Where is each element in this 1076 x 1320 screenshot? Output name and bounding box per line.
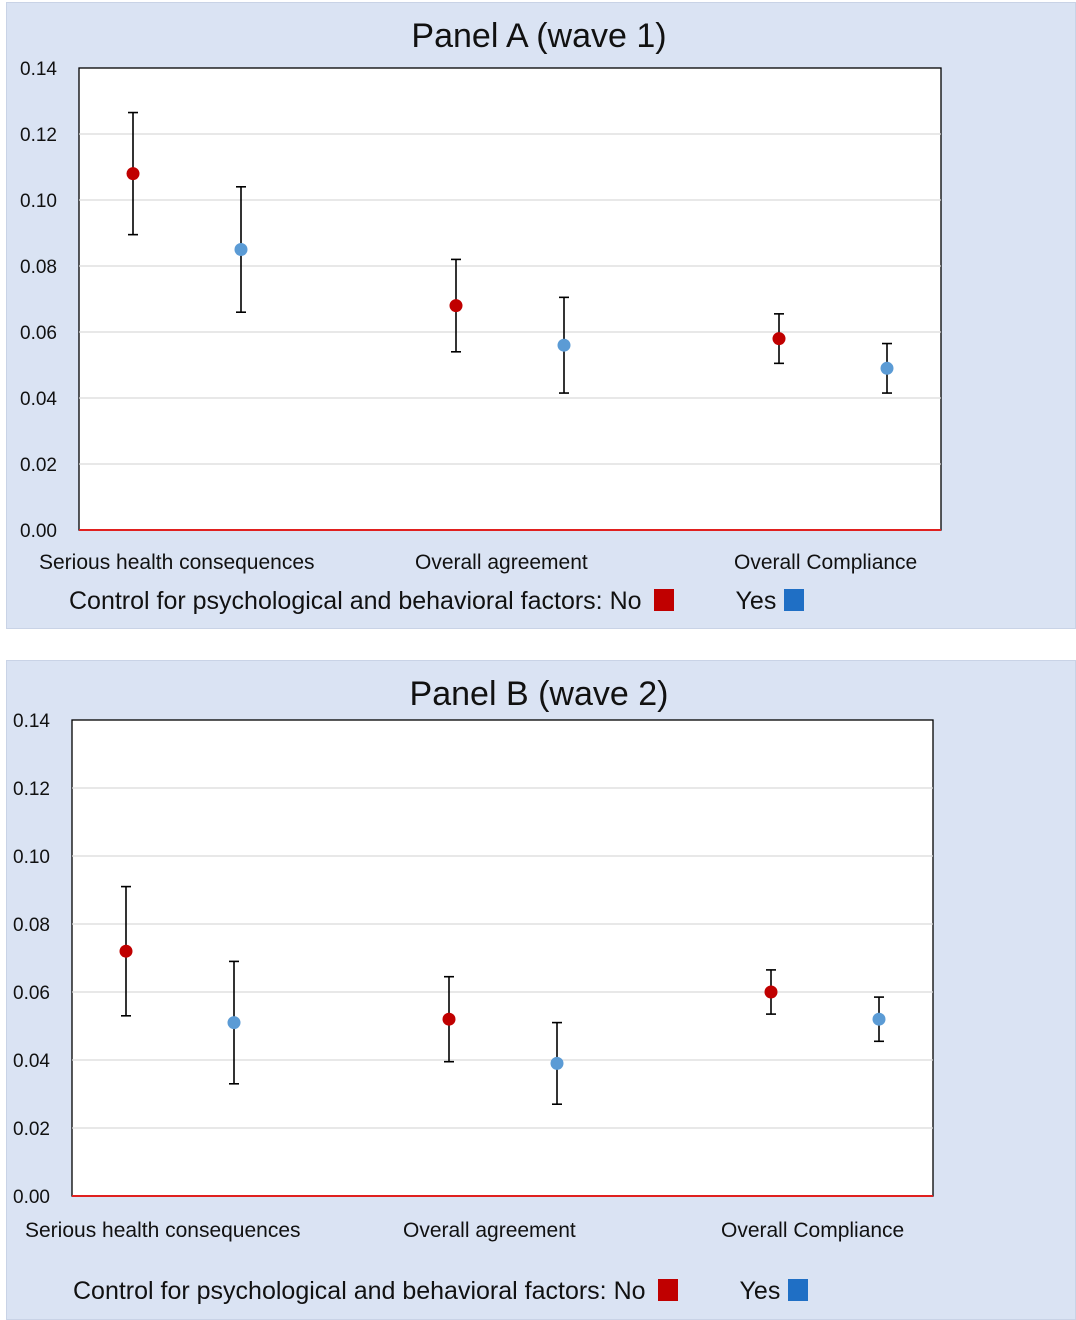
category-label: Overall Compliance: [734, 551, 918, 574]
category-label: Overall Compliance: [721, 1219, 905, 1242]
y-tick-label: 0.00: [13, 1187, 50, 1208]
chart-title: Panel B (wave 2): [409, 675, 669, 713]
y-tick-label: 0.12: [13, 779, 50, 800]
legend-swatch-yes: [788, 1279, 809, 1301]
y-tick-label: 0.14: [13, 711, 50, 732]
y-tick-label: 0.10: [20, 191, 57, 212]
y-tick-label: 0.10: [13, 847, 50, 868]
panel-b: Panel B (wave 2) 0.00 0.02 0.04 0.06 0.08 0.1…: [6, 660, 1076, 1320]
data-point: [557, 338, 571, 352]
data-point: [234, 243, 248, 256]
data-point: [442, 1012, 456, 1026]
category-label: Serious health consequences: [25, 1219, 301, 1242]
data-point: [872, 1012, 886, 1026]
legend: Control for psychological and behavioral…: [69, 587, 805, 616]
y-tick-label: 0.08: [13, 915, 50, 936]
y-tick-label: 0.12: [20, 125, 57, 146]
category-label: Serious health consequences: [39, 551, 315, 574]
legend-swatch-no: [657, 1279, 678, 1301]
y-tick-label: 0.02: [20, 455, 57, 476]
data-point: [227, 1016, 241, 1030]
y-tick-label: 0.06: [13, 983, 50, 1004]
y-tick-label: 0.00: [20, 521, 57, 542]
category-label: Overall agreement: [403, 1219, 576, 1242]
y-tick-label: 0.08: [20, 257, 57, 278]
legend-label-no: Control for psychological and behavioral…: [69, 587, 642, 615]
data-point: [764, 985, 778, 999]
legend-swatch-yes: [784, 589, 805, 611]
legend-label-yes: Yes: [735, 587, 777, 615]
data-point: [126, 167, 140, 181]
data-point: [449, 299, 463, 313]
data-point: [550, 1056, 564, 1070]
legend-label-no: Control for psychological and behavioral…: [73, 1277, 646, 1305]
legend-label-yes: Yes: [739, 1277, 781, 1305]
data-point: [880, 361, 894, 375]
y-tick-label: 0.04: [13, 1051, 50, 1072]
chart-title: Panel A (wave 1): [411, 17, 667, 55]
chart-b-plot: 0.00 0.02 0.04 0.06 0.08 0.10 0.12 0.14: [13, 711, 934, 1208]
y-tick-label: 0.06: [20, 323, 57, 344]
plot-area: [78, 67, 942, 531]
data-point: [119, 944, 133, 958]
y-tick-label: 0.14: [20, 59, 57, 80]
chart-a-plot: 0.00 0.02 0.04 0.06 0.08 0.10 0.12 0.14: [20, 59, 942, 542]
legend-swatch-no: [653, 589, 674, 611]
y-tick-label: 0.04: [20, 389, 57, 410]
plot-area: [71, 719, 934, 1197]
y-tick-label: 0.02: [13, 1119, 50, 1140]
panel-a: Panel A (wave 1) 0.00 0.02 0.04 0.06 0.08 0.1…: [6, 2, 1076, 629]
legend: Control for psychological and behavioral…: [73, 1277, 809, 1306]
data-point: [772, 332, 786, 346]
category-label: Overall agreement: [415, 551, 588, 574]
